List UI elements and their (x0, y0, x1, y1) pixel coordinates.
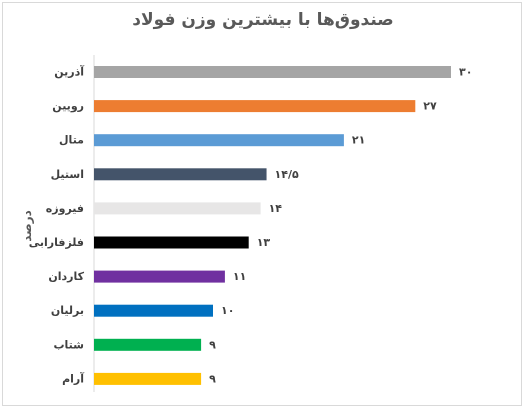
category-label-9: شتاب (54, 338, 85, 351)
value-label-2: ۲۷ (423, 100, 437, 113)
category-label-8: برلیان (51, 304, 84, 317)
bar-4 (94, 168, 267, 181)
value-label-5: ۱۴ (269, 202, 283, 215)
bar-5 (94, 202, 261, 215)
bar-3 (94, 134, 344, 147)
value-label-10: ۹ (209, 372, 216, 385)
bar-6 (94, 236, 249, 249)
bar-10 (94, 372, 202, 385)
chart-title: صندوق‌ها با بیشترین وزن فولاد (132, 10, 394, 30)
value-label-6: ۱۳ (257, 236, 271, 249)
value-label-3: ۲۱ (352, 134, 365, 147)
category-label-2: رویین (52, 100, 84, 113)
value-labels-group: ۳۰ ۲۷ ۲۱ ۱۴/۵ ۱۴ ۱۳ ۱۱ ۱۰ ۹ ۹ (209, 66, 472, 386)
bars-group (94, 66, 451, 385)
category-label-6: فلزفارابی (29, 236, 84, 249)
value-label-1: ۳۰ (459, 66, 472, 79)
category-label-10: آرام (62, 371, 84, 385)
bar-9 (94, 338, 202, 351)
value-label-4: ۱۴/۵ (275, 168, 299, 181)
value-label-8: ۱۰ (221, 304, 234, 317)
bar-1 (94, 66, 451, 78)
category-label-1: آذرین (54, 65, 84, 79)
category-labels-group: آذرین رویین متال استیل فیروزه فلزفارابی کاردان… (29, 65, 85, 386)
value-label-7: ۱۱ (233, 270, 246, 283)
category-label-5: فیروزه (46, 202, 84, 215)
category-label-3: متال (59, 134, 84, 147)
value-label-9: ۹ (209, 338, 216, 351)
bar-2 (94, 100, 416, 113)
bar-7 (94, 270, 225, 283)
category-label-4: استیل (51, 168, 84, 181)
bar-8 (94, 304, 213, 317)
category-label-7: کاردان (48, 270, 84, 283)
